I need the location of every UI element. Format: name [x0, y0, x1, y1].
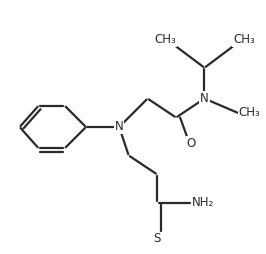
- Text: CH₃: CH₃: [154, 34, 176, 46]
- Text: NH₂: NH₂: [192, 196, 214, 209]
- Text: O: O: [187, 137, 196, 150]
- Text: CH₃: CH₃: [233, 34, 255, 46]
- Text: N: N: [115, 120, 123, 134]
- Text: S: S: [153, 232, 161, 245]
- Text: CH₃: CH₃: [239, 106, 261, 119]
- Text: N: N: [200, 92, 209, 105]
